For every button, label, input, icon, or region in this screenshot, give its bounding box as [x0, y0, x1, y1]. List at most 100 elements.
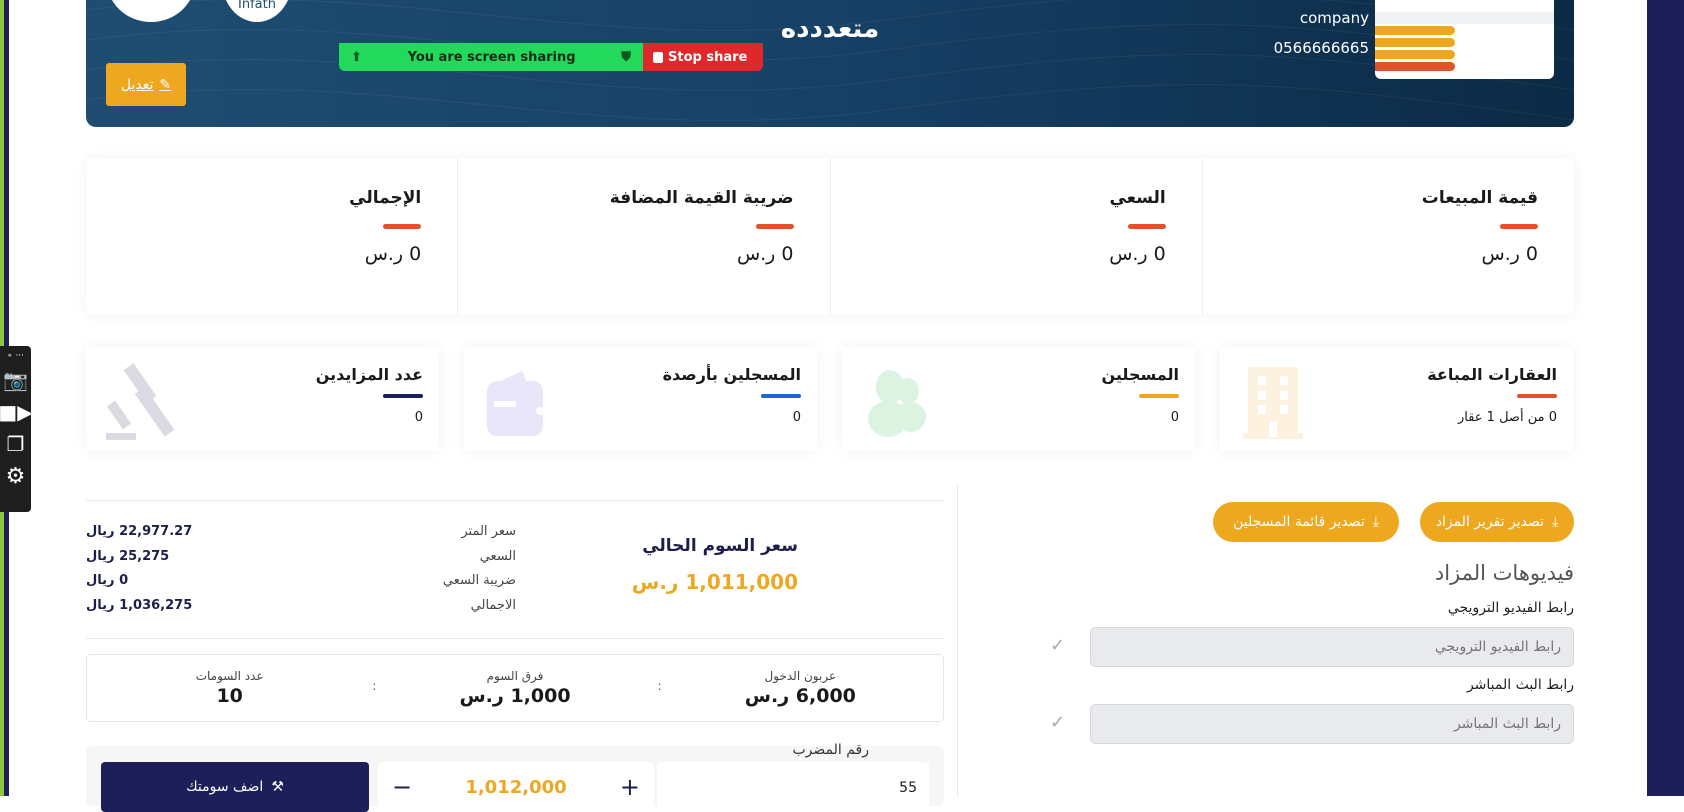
- stat-value: 0 ر.س: [736, 243, 794, 265]
- screen-share-message: You are screen sharing: [407, 49, 576, 65]
- card-accent-bar: [761, 394, 801, 398]
- info-value: 6,000 ر.س: [744, 685, 856, 707]
- export-label: تصدير تقرير المزاد: [1435, 514, 1545, 530]
- stat-value: 0 ر.س: [364, 243, 422, 265]
- add-bid-button[interactable]: ⚒ اضف سومتك: [101, 762, 369, 812]
- users-icon: [868, 370, 926, 437]
- breakdown-label: ضريبة السعي: [442, 573, 516, 588]
- card-value: 0: [414, 410, 423, 425]
- add-bid-label: اضف سومتك: [186, 779, 264, 795]
- stat-label: ضريبة القيمة المضافة: [609, 188, 794, 208]
- company-phone: 0566666665: [1273, 39, 1369, 57]
- export-auction-report-button[interactable]: ⤓ تصدير تقرير المزاد: [1420, 502, 1574, 542]
- screens-icon[interactable]: ❐: [6, 432, 25, 456]
- camera-icon[interactable]: 📷: [3, 368, 28, 392]
- stat-commission: السعي 0 ر.س: [831, 158, 1203, 315]
- paddle-number-input[interactable]: 55: [657, 762, 929, 812]
- stat-vat: ضريبة القيمة المضافة 0 ر.س: [458, 158, 831, 315]
- check-icon[interactable]: ✓: [1050, 712, 1066, 733]
- divider: [86, 500, 944, 501]
- logo-circle: [107, 0, 195, 22]
- bid-increment: فرق السوم 1,000 ر.س:: [372, 655, 657, 721]
- gavel-icon: ⚒: [271, 779, 284, 795]
- edit-button[interactable]: تعديل ✎: [106, 63, 186, 106]
- auction-header-banner: [86, 0, 1574, 127]
- pencil-icon: ✎: [159, 76, 172, 93]
- screen-share-bar: ⬆ You are screen sharing ⛊ Stop share: [339, 43, 763, 71]
- info-label: عربون الدخول: [764, 669, 837, 683]
- more-icon[interactable]: ∘ ···: [6, 351, 25, 361]
- price-breakdown: 22,977.27 ريال سعر المتر 25,275 ريال السعي…: [86, 524, 516, 622]
- promo-video-input[interactable]: [1090, 627, 1574, 667]
- panel-divider: [957, 485, 958, 796]
- pin-icon[interactable]: ⬆: [351, 49, 362, 65]
- card-accent-bar: [1139, 394, 1179, 398]
- card-accent-bar: [383, 394, 423, 398]
- info-label: عدد السومات: [195, 669, 264, 683]
- live-stream-input[interactable]: [1090, 704, 1574, 744]
- info-value: 1,000 ر.س: [459, 685, 571, 707]
- entry-deposit: عربون الدخول 6,000 ر.س:: [658, 655, 943, 721]
- stat-label: قيمة المبيعات: [1421, 188, 1538, 208]
- gavel-icon: [106, 363, 174, 440]
- paddle-number-label: رقم المضرب: [792, 742, 869, 758]
- breakdown-value: 1,036,275 ريال: [86, 597, 193, 613]
- export-label: تصدير قائمة المسجلين: [1233, 514, 1365, 530]
- stat-value: 0 ر.س: [1481, 243, 1538, 265]
- stat-accent-bar: [1500, 224, 1538, 229]
- card-label: العقارات المباعة: [1427, 365, 1557, 384]
- breakdown-row: 0 ريال ضريبة السعي: [86, 573, 516, 598]
- card-label: عدد المزايدين: [315, 365, 423, 384]
- company-name: company: [1299, 9, 1369, 27]
- breakdown-label: السعي: [479, 548, 516, 564]
- stat-label: السعي: [1109, 188, 1166, 208]
- breakdown-label: سعر المتر: [461, 524, 516, 539]
- bid-amount-value[interactable]: 1,012,000: [465, 776, 567, 798]
- check-icon[interactable]: ✓: [1050, 635, 1066, 656]
- paddle-number-value: 55: [899, 780, 917, 796]
- separator: :: [657, 679, 662, 693]
- breakdown-value: 22,977.27 ريال: [86, 524, 193, 539]
- stat-label: الإجمالي: [349, 188, 422, 208]
- promo-video-label: رابط الفيديو الترويجي: [1447, 600, 1574, 616]
- separator: :: [372, 679, 377, 693]
- stat-accent-bar: [755, 224, 794, 229]
- edit-label: تعديل: [120, 76, 154, 93]
- download-icon: ⤓: [1372, 514, 1379, 530]
- stop-share-label: Stop share: [668, 49, 748, 65]
- export-registrants-button[interactable]: ⤓ تصدير قائمة المسجلين: [1213, 502, 1399, 542]
- plus-button[interactable]: +: [619, 773, 640, 801]
- gear-icon[interactable]: ⚙: [5, 464, 26, 489]
- video-icon[interactable]: ■▶: [0, 400, 33, 424]
- card-sold-properties: العقارات المباعة 0 من أصل 1 عقار: [1220, 347, 1573, 451]
- breakdown-label: الاجمالي: [470, 597, 516, 613]
- card-registrants: المسجلين 0: [842, 347, 1195, 451]
- right-sidebar: [1647, 0, 1684, 796]
- live-stream-label: رابط البث المباشر: [1466, 677, 1574, 693]
- financial-summary: قيمة المبيعات 0 ر.س السعي 0 ر.س ضريبة القي…: [86, 158, 1574, 315]
- card-value: 0: [792, 410, 801, 425]
- auction-thumbnail[interactable]: [1375, 0, 1554, 79]
- current-bid-title: سعر السوم الحالي: [642, 536, 798, 556]
- videos-heading: فيديوهات المزاد: [1434, 561, 1574, 585]
- card-accent-bar: [1517, 394, 1557, 398]
- bid-amount-stepper[interactable]: − 1,012,000 +: [378, 762, 654, 812]
- recording-toolbar: ∘ ··· 📷 ■▶ ❐ ⚙: [0, 346, 33, 512]
- breakdown-value: 25,275 ريال: [86, 548, 170, 564]
- stop-share-button[interactable]: Stop share: [643, 43, 763, 71]
- card-label: المسجلين بأرصدة: [662, 365, 801, 384]
- card-label: المسجلين: [1101, 365, 1180, 384]
- bids-count: عدد السومات 10: [87, 655, 372, 721]
- card-value: 0 من أصل 1 عقار: [1457, 410, 1557, 425]
- breakdown-row: 22,977.27 ريال سعر المتر: [86, 524, 516, 549]
- minus-button[interactable]: −: [392, 773, 413, 801]
- stat-value: 0 ر.س: [1109, 243, 1166, 265]
- auction-title: متعددده: [780, 14, 880, 44]
- breakdown-row: 1,036,275 ريال الاجمالي: [86, 598, 516, 623]
- info-value: 10: [216, 685, 243, 707]
- divider: [86, 638, 944, 639]
- current-bid-price: 1,011,000 ر.س: [631, 570, 798, 594]
- current-bid: سعر السوم الحالي 1,011,000 ر.س: [560, 536, 798, 594]
- card-funded-registrants: المسجلين بأرصدة 0: [464, 347, 817, 451]
- info-label: فرق السوم: [486, 669, 544, 683]
